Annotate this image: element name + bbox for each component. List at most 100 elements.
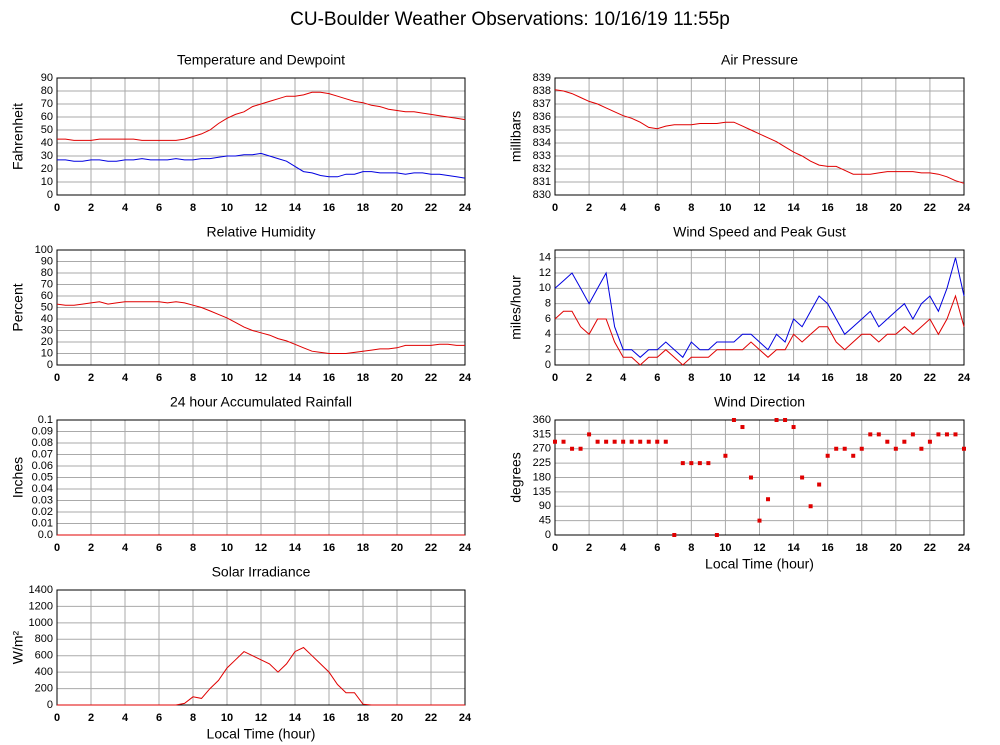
x-tick-label: 8	[688, 202, 694, 214]
data-point	[774, 418, 779, 422]
data-point	[570, 446, 575, 451]
y-tick-label: 180	[533, 471, 551, 483]
y-tick-label: 30	[41, 324, 53, 336]
x-tick-label: 24	[459, 202, 472, 214]
data-point	[655, 439, 660, 444]
x-tick-label: 12	[255, 542, 267, 554]
x-tick-label: 22	[924, 372, 936, 384]
y-tick-label: 1200	[29, 600, 53, 612]
x-tick-label: 0	[552, 542, 558, 554]
x-tick-label: 22	[924, 202, 936, 214]
x-tick-label: 8	[190, 372, 196, 384]
x-tick-label: 4	[122, 372, 129, 384]
x-tick-label: 2	[88, 202, 94, 214]
data-point	[834, 446, 839, 451]
x-tick-label: 2	[586, 372, 592, 384]
x-tick-label: 20	[890, 542, 902, 554]
chart-panel: Temperature and DewpointFahrenheit010203…	[10, 52, 472, 214]
y-tick-label: 800	[35, 633, 53, 645]
x-tick-label: 6	[156, 712, 162, 724]
y-tick-label: 0.02	[32, 506, 53, 518]
data-point	[791, 425, 796, 430]
chart-panel: Wind Speed and Peak Gustmiles/hour024681…	[508, 224, 971, 384]
data-point	[689, 461, 694, 466]
x-tick-label: 14	[289, 542, 302, 554]
data-line	[554, 89, 965, 184]
x-tick-label: 6	[654, 372, 660, 384]
y-tick-label: 40	[41, 137, 53, 149]
y-tick-label: 90	[41, 255, 53, 267]
x-tick-label: 22	[924, 542, 936, 554]
y-axis-label: degrees	[508, 452, 524, 503]
y-tick-label: 20	[41, 336, 53, 348]
y-tick-label: 200	[35, 682, 53, 694]
y-tick-label: 833	[533, 150, 551, 162]
y-tick-label: 90	[539, 500, 551, 512]
x-tick-label: 18	[856, 372, 868, 384]
y-tick-label: 20	[41, 163, 53, 175]
y-tick-label: 135	[533, 486, 551, 498]
page-title: CU-Boulder Weather Observations: 10/16/1…	[290, 9, 730, 30]
data-point	[910, 432, 915, 437]
data-point	[621, 439, 626, 444]
x-tick-label: 10	[719, 372, 731, 384]
chart-panel: Wind Direction degrees Local Time (hour) 0 4…	[508, 394, 971, 572]
data-point	[561, 439, 566, 444]
chart-panel: Relative HumidityPercent0102030405060708…	[10, 224, 472, 384]
x-tick-label: 0	[552, 202, 558, 214]
data-point	[595, 439, 600, 444]
data-point	[706, 461, 711, 466]
x-tick-label: 16	[323, 372, 335, 384]
y-tick-label: 832	[533, 163, 551, 175]
plot-frame	[56, 589, 466, 706]
x-tick-label: 0	[54, 712, 60, 724]
data-point	[714, 533, 719, 537]
y-tick-label: 225	[533, 457, 551, 469]
x-tick-label: 4	[620, 202, 627, 214]
y-tick-label: 10	[539, 282, 551, 294]
x-tick-label: 12	[255, 712, 267, 724]
x-tick-label: 18	[357, 542, 369, 554]
data-point	[936, 432, 941, 437]
data-point	[578, 446, 583, 451]
x-tick-label: 2	[88, 542, 94, 554]
data-point	[919, 446, 924, 451]
y-tick-label: 0	[47, 699, 53, 711]
x-tick-label: 24	[459, 712, 472, 724]
x-tick-label: 14	[787, 542, 800, 554]
x-tick-label: 6	[654, 542, 660, 554]
x-tick-label: 16	[323, 202, 335, 214]
x-tick-label: 6	[156, 542, 162, 554]
x-tick-label: 22	[425, 712, 437, 724]
y-tick-label: 0.09	[32, 425, 53, 437]
data-point	[944, 432, 949, 437]
y-axis-label: Inches	[10, 457, 26, 498]
data-point	[962, 446, 966, 451]
x-tick-label: 10	[221, 712, 233, 724]
y-tick-label: 1400	[29, 584, 53, 596]
y-axis-label: Fahrenheit	[10, 103, 26, 170]
data-point	[748, 475, 753, 480]
x-tick-label: 12	[255, 202, 267, 214]
data-line	[57, 646, 465, 706]
chart-panel: Air Pressuremillibars8308318328338348358…	[508, 52, 971, 214]
x-tick-label: 4	[620, 372, 627, 384]
x-tick-label: 14	[289, 712, 302, 724]
x-tick-label: 8	[688, 542, 694, 554]
data-point	[646, 439, 651, 444]
x-tick-label: 6	[156, 372, 162, 384]
data-point	[783, 418, 788, 422]
x-tick-label: 16	[822, 542, 834, 554]
data-point	[740, 425, 745, 430]
x-tick-label: 6	[654, 202, 660, 214]
x-tick-label: 14	[289, 372, 302, 384]
x-tick-label: 6	[156, 202, 162, 214]
y-axis-label: Percent	[10, 283, 26, 331]
chart-title: Wind Speed and Peak Gust	[673, 224, 846, 240]
plot-frame	[56, 249, 466, 366]
y-tick-label: 834	[533, 137, 551, 149]
data-point	[757, 518, 762, 523]
